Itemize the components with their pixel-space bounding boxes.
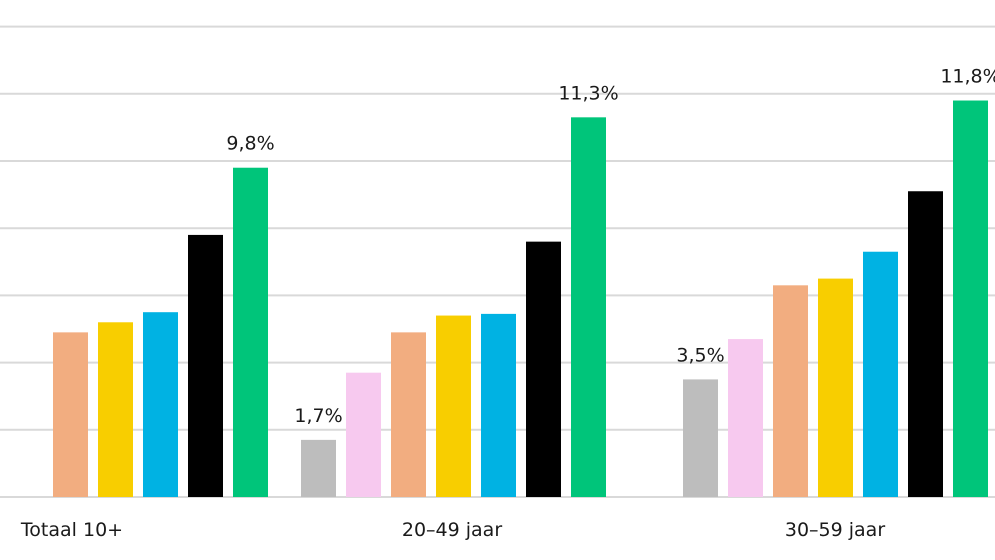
bar bbox=[728, 339, 763, 497]
bars bbox=[53, 100, 988, 498]
bar bbox=[53, 332, 88, 497]
data-label: 9,8% bbox=[226, 133, 274, 155]
bar bbox=[98, 322, 133, 497]
bar bbox=[818, 278, 853, 497]
bar bbox=[683, 379, 718, 497]
bar bbox=[908, 191, 943, 498]
data-label: 3,5% bbox=[676, 344, 724, 366]
x-tick-label: Totaal 10+ bbox=[20, 519, 123, 541]
x-tick-labels: Totaal 10+ 20–49 jaar 30–59 jaar bbox=[20, 519, 885, 541]
bar bbox=[143, 312, 178, 497]
data-labels: 9,8% 1,7% 11,3% 3,5% 11,8% bbox=[226, 66, 995, 427]
bar bbox=[773, 285, 808, 497]
bar bbox=[526, 241, 561, 497]
bar bbox=[863, 251, 898, 497]
data-label: 1,7% bbox=[294, 405, 342, 427]
bar bbox=[301, 439, 336, 497]
x-tick-label: 20–49 jaar bbox=[402, 519, 502, 541]
data-label: 11,3% bbox=[558, 82, 618, 104]
bar bbox=[481, 313, 516, 497]
bar bbox=[953, 100, 988, 498]
bar bbox=[436, 315, 471, 497]
bar bbox=[233, 167, 268, 497]
data-label: 11,8% bbox=[940, 66, 995, 88]
bar bbox=[346, 372, 381, 497]
bar bbox=[391, 332, 426, 497]
bar bbox=[571, 117, 606, 497]
x-tick-label: 30–59 jaar bbox=[785, 519, 885, 541]
bar bbox=[188, 234, 223, 498]
